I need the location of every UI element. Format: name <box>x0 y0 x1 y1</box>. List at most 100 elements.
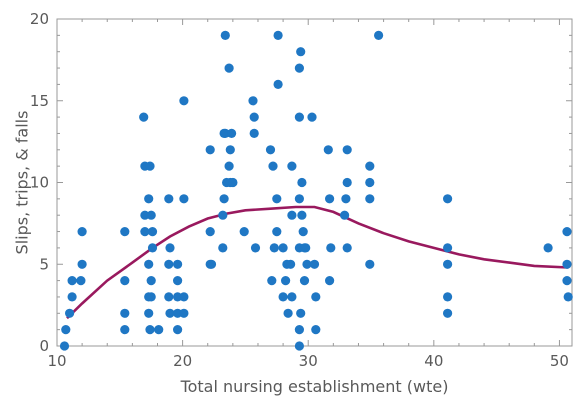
data-point <box>562 227 572 237</box>
data-point <box>307 112 317 122</box>
data-point <box>311 325 321 335</box>
data-point <box>173 292 183 302</box>
data-point <box>146 276 156 286</box>
data-point <box>265 145 276 155</box>
data-point <box>543 243 553 253</box>
data-point <box>365 177 375 188</box>
data-point <box>120 227 130 237</box>
data-point <box>65 308 75 318</box>
data-point <box>325 194 335 204</box>
data-point <box>77 259 87 269</box>
data-point <box>120 325 130 335</box>
data-point <box>281 276 291 286</box>
data-point <box>67 276 77 286</box>
data-point <box>296 308 306 318</box>
data-point <box>227 128 237 138</box>
data-point <box>269 243 279 253</box>
data-point <box>144 259 154 269</box>
data-point <box>140 210 150 220</box>
data-point <box>173 259 183 269</box>
data-point <box>67 292 77 302</box>
x-tick-label: 40 <box>424 352 443 370</box>
data-point <box>164 292 174 302</box>
data-point <box>173 325 183 335</box>
data-points <box>59 30 573 351</box>
data-point <box>205 227 215 237</box>
data-point <box>272 194 282 204</box>
data-point <box>250 243 261 253</box>
data-point <box>218 243 228 253</box>
data-point <box>179 308 189 318</box>
data-point <box>563 292 573 302</box>
data-point <box>287 161 297 171</box>
data-point <box>272 227 282 237</box>
data-point <box>443 194 453 204</box>
data-point <box>443 243 453 253</box>
data-point <box>140 227 150 237</box>
data-point <box>179 194 189 204</box>
data-point <box>249 112 259 122</box>
data-point <box>165 308 175 318</box>
data-point <box>294 341 304 351</box>
data-point <box>283 308 293 318</box>
data-point <box>287 292 297 302</box>
data-point <box>326 243 336 253</box>
x-tick-label: 50 <box>550 352 569 370</box>
data-point <box>273 30 283 40</box>
data-point <box>325 276 335 286</box>
data-point <box>443 292 453 302</box>
data-point <box>562 259 572 269</box>
data-point <box>219 194 229 204</box>
data-point <box>144 194 154 204</box>
data-point <box>145 325 155 335</box>
data-point <box>224 161 234 171</box>
data-point <box>294 325 304 335</box>
data-point <box>267 276 277 286</box>
data-point <box>173 308 183 318</box>
data-point <box>179 292 189 302</box>
y-tick-label: 5 <box>39 255 49 273</box>
data-point <box>120 308 130 318</box>
data-point <box>164 259 174 269</box>
data-point <box>173 276 183 286</box>
data-point <box>218 210 228 220</box>
data-point <box>365 259 375 269</box>
fit-line <box>66 205 569 320</box>
data-point <box>309 259 320 269</box>
data-point <box>206 259 217 269</box>
data-point <box>77 227 87 237</box>
y-tick-label: 20 <box>30 10 49 28</box>
data-point <box>165 243 175 253</box>
data-point <box>562 276 572 286</box>
data-point <box>298 227 308 237</box>
data-point <box>164 194 174 204</box>
data-point <box>301 243 311 253</box>
data-point <box>342 145 352 155</box>
data-point <box>146 210 156 220</box>
data-point <box>220 30 230 40</box>
data-point <box>342 177 352 188</box>
y-axis-title: Slips, trips, & falls <box>13 111 32 255</box>
data-point <box>302 259 312 269</box>
data-point <box>365 194 375 204</box>
x-axis-title: Total nursing establishment (wte) <box>180 377 449 396</box>
data-point <box>273 79 283 89</box>
y-tick-label: 0 <box>39 337 49 355</box>
data-point <box>179 96 189 106</box>
data-point <box>443 259 453 269</box>
data-point <box>365 161 375 171</box>
data-point <box>228 177 238 188</box>
data-point <box>443 308 453 318</box>
x-tick-label: 20 <box>173 352 192 370</box>
data-point <box>76 276 86 286</box>
data-point <box>294 194 304 204</box>
data-point <box>220 128 230 138</box>
data-point <box>154 325 164 335</box>
data-point <box>205 145 215 155</box>
x-tick-label: 10 <box>47 352 66 370</box>
data-point <box>297 177 307 188</box>
data-point <box>147 227 158 237</box>
data-point <box>249 128 259 138</box>
data-point <box>299 276 310 286</box>
